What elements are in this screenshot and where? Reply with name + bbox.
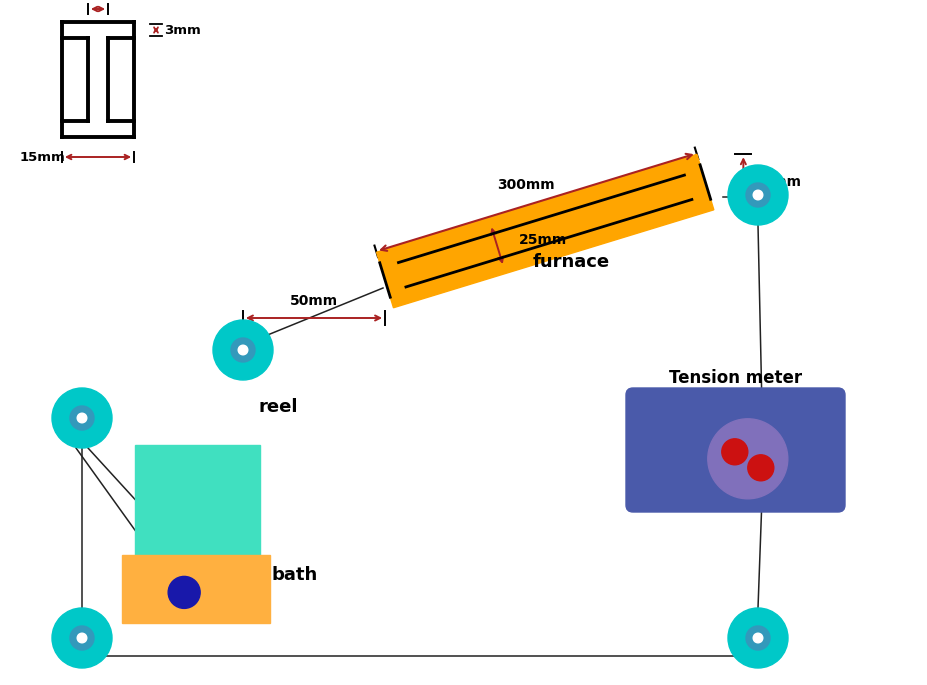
Text: 50mm: 50mm [289,294,337,308]
Circle shape [753,190,762,200]
Text: 15mm: 15mm [20,151,66,164]
Text: 30mm: 30mm [753,175,801,189]
Text: furnace: furnace [532,253,609,271]
Circle shape [721,439,747,465]
Circle shape [745,626,769,650]
Circle shape [52,608,112,668]
Circle shape [727,165,787,225]
Circle shape [753,633,762,643]
Bar [376,154,713,308]
Circle shape [747,455,773,481]
Circle shape [727,608,787,668]
Circle shape [77,633,87,643]
Circle shape [213,320,273,380]
Text: 3mm: 3mm [164,23,200,36]
Text: reel: reel [258,398,298,416]
Circle shape [238,345,248,355]
Circle shape [77,413,87,423]
FancyBboxPatch shape [626,388,844,512]
Text: 300mm: 300mm [497,178,554,192]
Circle shape [70,406,94,430]
Circle shape [707,419,787,499]
Text: bath: bath [272,566,318,584]
Circle shape [745,183,769,207]
Bar [121,555,270,623]
Circle shape [231,338,255,362]
Text: 25mm: 25mm [519,234,567,247]
Circle shape [168,576,200,608]
Text: Tension meter: Tension meter [668,369,801,387]
Text: 11mm: 11mm [75,0,121,1]
Circle shape [52,388,112,448]
Bar [134,445,260,565]
Circle shape [70,626,94,650]
